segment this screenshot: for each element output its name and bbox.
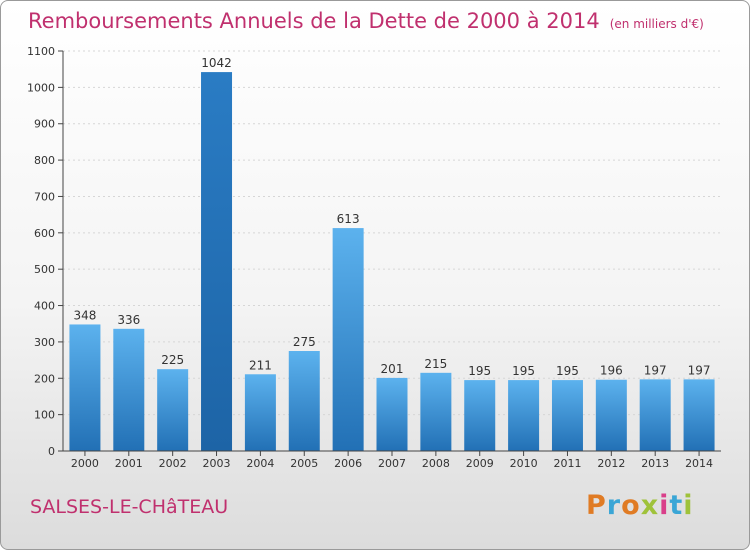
x-tick-label: 2007	[378, 457, 406, 470]
y-tick-label: 900	[34, 118, 55, 131]
x-tick-label: 2005	[290, 457, 318, 470]
logo-letter: o	[621, 490, 641, 521]
bar-value-label: 613	[337, 212, 360, 226]
logo-letter: i	[659, 490, 670, 521]
bar-value-label: 1042	[201, 56, 232, 70]
unit-label: (en milliers d'€)	[609, 17, 704, 31]
y-tick-label: 500	[34, 263, 55, 276]
y-tick-label: 1000	[27, 81, 55, 94]
x-tick-label: 2010	[510, 457, 538, 470]
bar	[639, 379, 671, 451]
bar	[376, 377, 408, 451]
bar-value-label: 275	[293, 335, 316, 349]
bar-value-label: 336	[117, 313, 140, 327]
bar-value-label: 225	[161, 353, 184, 367]
x-tick-label: 2003	[203, 457, 231, 470]
y-tick-label: 200	[34, 372, 55, 385]
bar	[595, 379, 627, 451]
y-tick-label: 100	[34, 409, 55, 422]
bar	[288, 351, 320, 451]
x-tick-label: 2011	[553, 457, 581, 470]
bar	[113, 328, 145, 451]
bar	[201, 72, 233, 451]
bar-value-label: 348	[73, 308, 96, 322]
x-tick-label: 2000	[71, 457, 99, 470]
title-text: Remboursements Annuels de la Dette de 20…	[28, 9, 600, 33]
bar-value-label: 195	[556, 364, 579, 378]
y-tick-label: 800	[34, 154, 55, 167]
bar	[157, 369, 189, 451]
y-axis: 0 100 200 300 400 500 600 700 800 900 1000 1100	[27, 45, 64, 458]
bar	[464, 380, 496, 451]
logo-letter: t	[669, 490, 684, 521]
x-tick-label: 2001	[115, 457, 143, 470]
x-tick-label: 2013	[641, 457, 669, 470]
x-axis: 2000 2001 2002 2003 2004 2005 2006 2007 2008 2009…	[63, 450, 721, 470]
city-name: SALSES-LE-CHâTEAU	[30, 496, 229, 518]
bar	[69, 324, 101, 451]
y-tick-label: 0	[48, 445, 55, 458]
bar-value-label: 215	[424, 357, 447, 371]
bar-value-label: 211	[249, 358, 272, 372]
logo-letter: x	[640, 490, 660, 521]
bar	[508, 380, 540, 451]
bar	[332, 228, 364, 451]
x-tick-label: 2002	[159, 457, 187, 470]
bar	[244, 374, 276, 451]
y-tick-label: 400	[34, 300, 55, 313]
y-tick-label: 700	[34, 190, 55, 203]
bar-value-label: 196	[600, 364, 623, 378]
x-tick-label: 2014	[685, 457, 713, 470]
logo-letter: r	[606, 490, 622, 521]
bar-value-label: 201	[381, 362, 404, 376]
y-tick-label: 600	[34, 227, 55, 240]
chart-title: Remboursements Annuels de la Dette de 20…	[28, 9, 704, 33]
bar-value-label: 195	[468, 364, 491, 378]
x-tick-label: 2012	[597, 457, 625, 470]
x-tick-label: 2008	[422, 457, 450, 470]
logo-letter: i	[683, 490, 694, 521]
x-tick-label: 2004	[246, 457, 274, 470]
x-tick-label: 2009	[466, 457, 494, 470]
x-tick-label: 2006	[334, 457, 362, 470]
y-tick-label: 300	[34, 336, 55, 349]
logo-letter: P	[586, 490, 607, 521]
bar-value-label: 197	[688, 363, 711, 377]
bars: 348 336 225 1042 211 275 613 201 215 195 195 195 196…	[69, 56, 715, 451]
bar	[551, 380, 583, 451]
bar-value-label: 197	[644, 363, 667, 377]
bar	[683, 379, 715, 451]
bar-value-label: 195	[512, 364, 535, 378]
proxiti-logo: Proxiti	[586, 490, 694, 521]
bar	[420, 372, 452, 451]
y-tick-label: 1100	[27, 45, 55, 58]
